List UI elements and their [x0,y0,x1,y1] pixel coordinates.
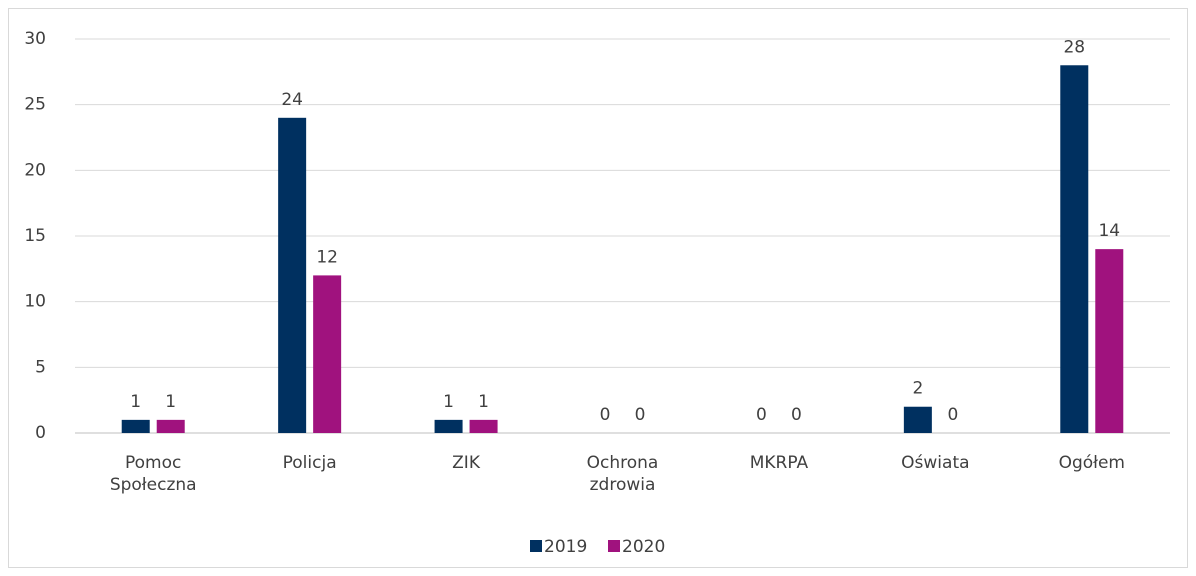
data-label: 2 [912,379,923,399]
bar [469,419,498,433]
y-tick-label: 20 [24,160,46,180]
y-tick-label: 15 [24,226,46,246]
data-label: 14 [1098,221,1120,241]
x-tick-label: Pomoc Społeczna [109,453,197,495]
x-tick-label: Ochrona zdrowia [586,453,659,495]
data-label: 28 [1063,37,1085,57]
legend-swatch [530,540,542,552]
bar [278,117,307,434]
chart-frame [8,8,1188,568]
data-label: 1 [130,392,141,412]
bar [121,419,150,433]
y-tick-label: 0 [35,423,46,443]
legend-label: 2020 [622,537,665,557]
data-label: 0 [756,405,767,425]
y-tick-label: 30 [24,29,46,49]
x-tick-label: ZIK [452,453,480,473]
y-tick-label: 5 [35,357,46,377]
data-label: 0 [947,405,958,425]
y-tick-label: 25 [24,95,46,115]
bar [313,275,342,433]
x-tick-label: Policja [282,453,337,473]
data-label: 12 [316,247,338,267]
data-label: 0 [635,405,646,425]
data-label: 1 [478,392,489,412]
data-label: 0 [600,405,611,425]
legend-swatch [608,540,620,552]
bar [434,419,463,433]
data-label: 24 [281,90,303,110]
bar [903,406,932,433]
bar [156,419,185,433]
bar [1060,65,1089,434]
x-tick-label: MKRPA [749,453,809,473]
bar [1095,249,1124,433]
legend-label: 2019 [544,537,587,557]
data-label: 1 [165,392,176,412]
y-tick-label: 10 [24,292,46,312]
x-tick-label: Oświata [901,453,970,473]
data-label: 0 [791,405,802,425]
data-label: 1 [443,392,454,412]
x-tick-label: Ogółem [1058,453,1125,473]
